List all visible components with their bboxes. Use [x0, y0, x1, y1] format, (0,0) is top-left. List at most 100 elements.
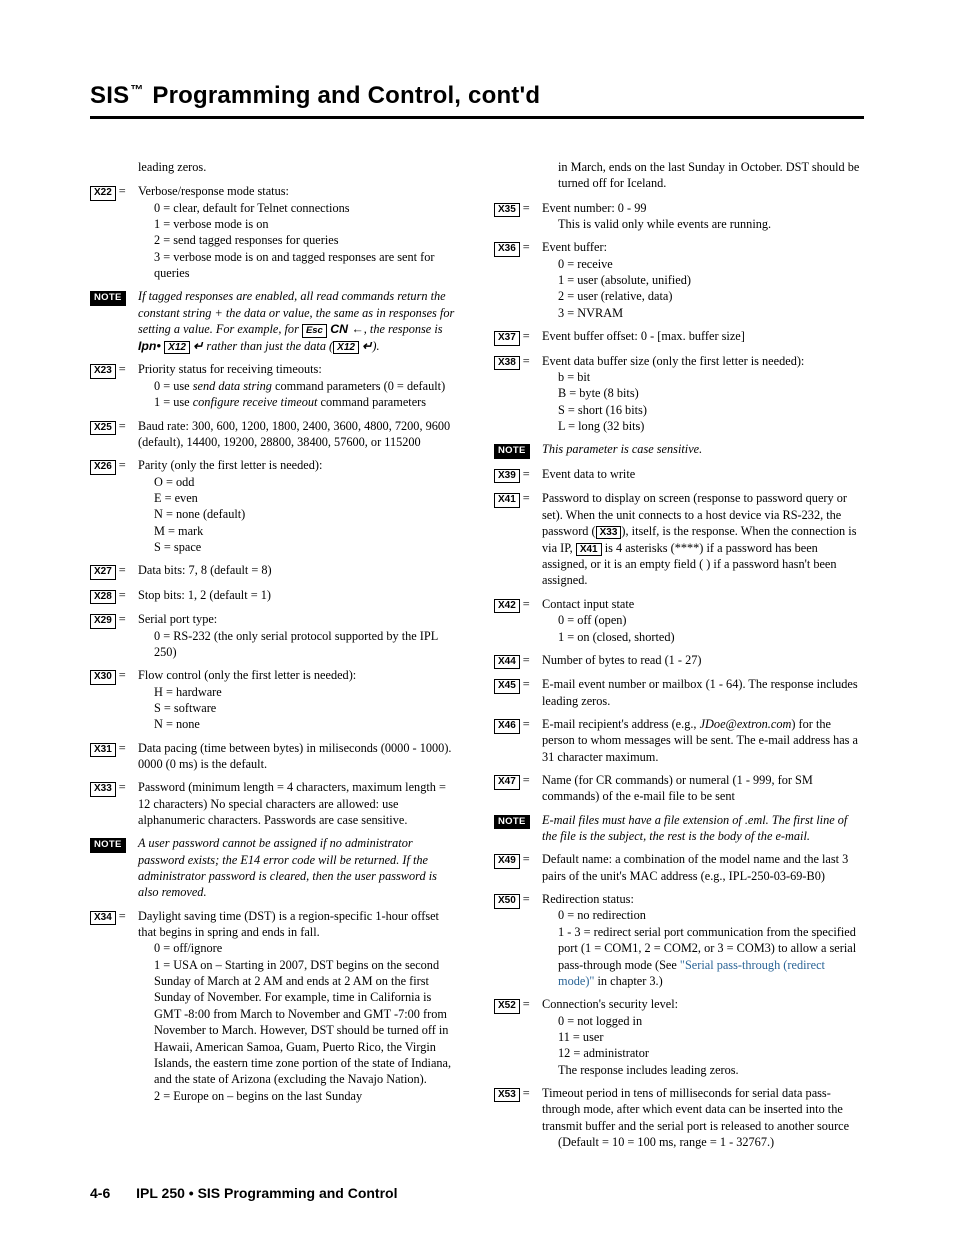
- xtag: X50: [494, 894, 520, 909]
- footer-text: IPL 250 • SIS Programming and Control: [136, 1185, 397, 1201]
- entry-x49: X49= Default name: a combination of the …: [494, 851, 864, 884]
- sub-line: 2 = user (relative, data): [542, 288, 864, 304]
- sub-line: This is valid only while events are runn…: [542, 216, 864, 232]
- sub-line: S = short (16 bits): [542, 402, 864, 418]
- xtag: X28: [90, 590, 116, 605]
- desc-text: Password to display on screen (response …: [542, 490, 864, 588]
- sub-line: The response includes leading zeros.: [542, 1062, 864, 1078]
- note-body: This parameter is case sensitive.: [542, 441, 864, 457]
- sub-line: 3 = verbose mode is on and tagged respon…: [138, 249, 460, 282]
- sub-line: L = long (32 bits): [542, 418, 864, 434]
- entry-x45: X45= E-mail event number or mailbox (1 -…: [494, 676, 864, 709]
- note-tag: NOTE: [90, 291, 126, 306]
- sub-line: 0 = off (open): [542, 612, 864, 628]
- note-body: E-mail files must have a file extension …: [542, 812, 864, 845]
- desc-text: Timeout period in tens of milliseconds f…: [542, 1086, 849, 1133]
- entry-x23: X23= Priority status for receiving timeo…: [90, 361, 460, 410]
- xtag: X39: [494, 469, 520, 484]
- sub-line: 0 = not logged in: [542, 1013, 864, 1029]
- sub-line: M = mark: [138, 523, 460, 539]
- page-number: 4-6: [90, 1185, 110, 1201]
- note-d: NOTE E-mail files must have a file exten…: [494, 812, 864, 845]
- xtag: X23: [90, 364, 116, 379]
- sub-line: E = even: [138, 490, 460, 506]
- sub-line: 1 = user (absolute, unified): [542, 272, 864, 288]
- xtag: X45: [494, 679, 520, 694]
- desc-text: E-mail event number or mailbox (1 - 64).…: [542, 676, 864, 709]
- xtag: X44: [494, 655, 520, 670]
- desc-text: Redirection status:: [542, 892, 634, 906]
- xtag: X31: [90, 743, 116, 758]
- sub-line: H = hardware: [138, 684, 460, 700]
- page-title: SIS™ Programming and Control, cont'd: [90, 82, 864, 110]
- xtag: X41: [494, 493, 520, 508]
- sub-line: (Default = 10 = 100 ms, range = 1 - 3276…: [542, 1134, 864, 1150]
- note-a: NOTE If tagged responses are enabled, al…: [90, 288, 460, 354]
- desc-text: Data bits: 7, 8 (default = 8): [138, 562, 460, 578]
- page-footer: 4-6 IPL 250 • SIS Programming and Contro…: [90, 1185, 397, 1201]
- right-column: in March, ends on the last Sunday in Oct…: [494, 159, 864, 1157]
- desc-text: Contact input state: [542, 597, 634, 611]
- xtag: X29: [90, 614, 116, 629]
- entry-x27: X27= Data bits: 7, 8 (default = 8): [90, 562, 460, 580]
- desc-text: E-mail recipient's address (e.g., JDoe@e…: [542, 716, 864, 765]
- entry-x52: X52= Connection's security level: 0 = no…: [494, 996, 864, 1078]
- xtag: X37: [494, 331, 520, 346]
- desc-text: Event data to write: [542, 466, 864, 482]
- title-rest: Programming and Control, cont'd: [146, 82, 541, 109]
- xtag: X30: [90, 670, 116, 685]
- desc-text: Event number: 0 - 99: [542, 201, 647, 215]
- xtag: X34: [90, 911, 116, 926]
- sub-line: 0 = clear, default for Telnet connection…: [138, 200, 460, 216]
- entry-x41: X41= Password to display on screen (resp…: [494, 490, 864, 588]
- sub-line: b = bit: [542, 369, 864, 385]
- xtag: X36: [494, 242, 520, 257]
- desc-text: Baud rate: 300, 600, 1200, 1800, 2400, 3…: [138, 418, 460, 451]
- entry-x22: X22= Verbose/response mode status: 0 = c…: [90, 183, 460, 281]
- xtag: X46: [494, 719, 520, 734]
- entry-x50: X50= Redirection status: 0 = no redirect…: [494, 891, 864, 989]
- page: SIS™ Programming and Control, cont'd lea…: [0, 0, 954, 1235]
- desc-text: Number of bytes to read (1 - 27): [542, 652, 864, 668]
- desc-text: Name (for CR commands) or numeral (1 - 9…: [542, 772, 864, 805]
- entry-x35: X35= Event number: 0 - 99 This is valid …: [494, 200, 864, 233]
- entry-x28: X28= Stop bits: 1, 2 (default = 1): [90, 587, 460, 605]
- desc-text: Daylight saving time (DST) is a region-s…: [138, 909, 439, 939]
- columns: leading zeros. X22= Verbose/response mod…: [90, 159, 864, 1157]
- xtag: X47: [494, 775, 520, 790]
- sub-line: 1 = use configure receive timeout comman…: [138, 394, 460, 410]
- desc-text: Data pacing (time between bytes) in mili…: [138, 740, 460, 773]
- note-tag: NOTE: [90, 838, 126, 853]
- note-body: If tagged responses are enabled, all rea…: [138, 288, 460, 354]
- entry-x42: X42= Contact input state 0 = off (open) …: [494, 596, 864, 645]
- left-column: leading zeros. X22= Verbose/response mod…: [90, 159, 460, 1157]
- sub-line: S = space: [138, 539, 460, 555]
- entry-x33: X33= Password (minimum length = 4 charac…: [90, 779, 460, 828]
- entry-x31: X31= Data pacing (time between bytes) in…: [90, 740, 460, 773]
- entry-x47: X47= Name (for CR commands) or numeral (…: [494, 772, 864, 805]
- note-tag: NOTE: [494, 444, 530, 459]
- sub-line: 3 = NVRAM: [542, 305, 864, 321]
- xtag: X38: [494, 356, 520, 371]
- xtag: X35: [494, 203, 520, 218]
- desc-text: Password (minimum length = 4 characters,…: [138, 779, 460, 828]
- entry-x29: X29= Serial port type: 0 = RS-232 (the o…: [90, 611, 460, 660]
- sub-line: 2 = send tagged responses for queries: [138, 232, 460, 248]
- title-brand: SIS: [90, 82, 129, 109]
- sub-line: S = software: [138, 700, 460, 716]
- entry-x39: X39= Event data to write: [494, 466, 864, 484]
- desc-text: Parity (only the first letter is needed)…: [138, 458, 322, 472]
- desc-text: Event data buffer size (only the first l…: [542, 354, 804, 368]
- note-b: NOTE A user password cannot be assigned …: [90, 835, 460, 900]
- sub-line: N = none (default): [138, 506, 460, 522]
- entry-x36: X36= Event buffer: 0 = receive 1 = user …: [494, 239, 864, 321]
- note-body: A user password cannot be assigned if no…: [138, 835, 460, 900]
- continuation-left: leading zeros.: [90, 159, 460, 175]
- sub-line: O = odd: [138, 474, 460, 490]
- sub-line: 0 = RS-232 (the only serial protocol sup…: [138, 628, 460, 661]
- desc-text: Default name: a combination of the model…: [542, 851, 864, 884]
- trademark: ™: [130, 82, 143, 97]
- sub-line: 1 - 3 = redirect serial port communicati…: [542, 924, 864, 989]
- sub-line: B = byte (8 bits): [542, 385, 864, 401]
- desc-text: Verbose/response mode status:: [138, 184, 289, 198]
